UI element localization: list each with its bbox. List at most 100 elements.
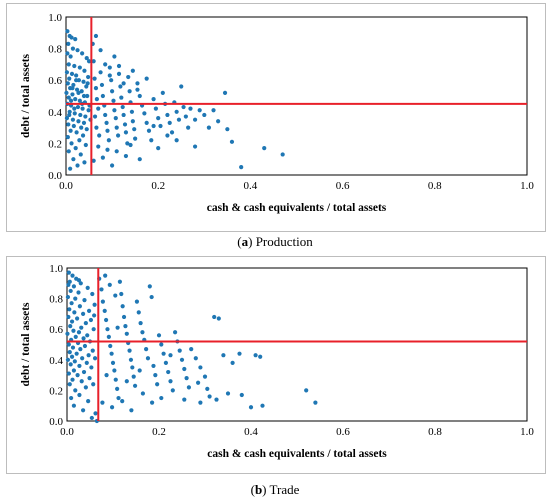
data-point xyxy=(76,90,81,95)
x-tick-label: 1.0 xyxy=(520,426,534,438)
x-tick-label: 0.0 xyxy=(60,426,74,438)
data-point xyxy=(188,106,193,111)
caption-trade: (b) Trade xyxy=(250,482,300,497)
data-point xyxy=(184,376,189,381)
data-point xyxy=(177,348,182,353)
data-point xyxy=(225,127,230,132)
data-point xyxy=(69,395,74,401)
data-point xyxy=(127,348,132,353)
data-point xyxy=(166,369,171,375)
data-point xyxy=(82,68,87,73)
y-tick-label: 0.8 xyxy=(49,294,63,306)
data-point xyxy=(103,112,108,118)
data-point xyxy=(205,386,210,391)
data-point xyxy=(83,142,88,148)
data-point xyxy=(114,125,119,130)
data-point xyxy=(140,330,145,335)
data-point xyxy=(65,81,70,86)
data-point xyxy=(66,314,71,320)
x-tick-label: 0.4 xyxy=(244,426,258,438)
data-point xyxy=(86,59,92,64)
data-point xyxy=(248,405,254,410)
data-point xyxy=(135,81,140,86)
data-point xyxy=(73,37,78,42)
data-point xyxy=(163,360,168,365)
data-point xyxy=(110,360,116,365)
data-point xyxy=(73,334,78,339)
y-tick-label: 1.0 xyxy=(48,12,62,24)
data-point xyxy=(115,325,120,330)
data-point xyxy=(137,157,142,162)
data-point xyxy=(104,373,109,378)
data-point xyxy=(68,54,73,59)
data-point xyxy=(81,336,86,341)
data-point xyxy=(128,357,134,362)
data-point xyxy=(66,282,71,287)
data-point xyxy=(82,343,88,349)
data-point xyxy=(66,62,71,67)
data-point xyxy=(65,29,70,34)
data-point xyxy=(122,122,128,127)
data-point xyxy=(64,70,70,75)
data-point xyxy=(68,128,73,133)
data-point xyxy=(78,281,83,286)
data-point xyxy=(116,395,121,401)
caption-text: Production xyxy=(255,234,313,249)
y-tick-label: 0.0 xyxy=(49,416,63,428)
data-point xyxy=(202,112,207,118)
data-point xyxy=(126,74,131,80)
data-point xyxy=(105,327,110,332)
data-point xyxy=(109,351,114,356)
data-point xyxy=(216,316,221,321)
data-point xyxy=(76,119,81,124)
y-tick-label: 0.4 xyxy=(48,107,62,119)
data-point xyxy=(79,379,84,384)
data-point xyxy=(260,403,265,408)
data-point xyxy=(93,86,99,91)
data-point xyxy=(140,391,145,396)
data-point xyxy=(216,119,221,124)
data-point xyxy=(65,357,71,362)
data-point xyxy=(68,98,74,103)
data-point xyxy=(202,374,208,379)
plot-area xyxy=(66,267,528,422)
data-point xyxy=(117,279,122,284)
data-point xyxy=(123,130,129,135)
data-point xyxy=(129,109,135,114)
data-point xyxy=(125,141,130,146)
data-point xyxy=(92,356,98,361)
data-point xyxy=(86,74,91,80)
data-point xyxy=(145,356,151,361)
data-point xyxy=(168,379,173,384)
data-point xyxy=(156,333,162,338)
data-point xyxy=(99,82,105,88)
data-point xyxy=(70,92,75,97)
data-point xyxy=(85,333,90,338)
data-point xyxy=(70,345,76,350)
data-point xyxy=(179,84,184,89)
data-point xyxy=(186,125,191,130)
data-point xyxy=(75,48,80,53)
x-tick-label: 0.8 xyxy=(428,180,442,192)
data-point xyxy=(78,152,83,157)
y-tick-label: 1.0 xyxy=(49,263,63,275)
data-point xyxy=(92,76,97,81)
data-point xyxy=(161,351,166,356)
data-point xyxy=(153,373,158,378)
data-point xyxy=(68,166,73,171)
data-point xyxy=(66,41,71,46)
data-point xyxy=(71,157,76,162)
data-point xyxy=(124,331,129,336)
data-point xyxy=(104,317,109,323)
data-point xyxy=(98,70,103,75)
data-point xyxy=(80,51,85,56)
data-point xyxy=(230,360,235,365)
data-point xyxy=(192,117,198,122)
data-point xyxy=(137,368,142,373)
data-point xyxy=(85,285,90,290)
data-point xyxy=(79,125,84,130)
data-point xyxy=(77,98,82,103)
data-point xyxy=(64,116,70,121)
data-point xyxy=(72,310,77,315)
data-point xyxy=(84,127,89,132)
